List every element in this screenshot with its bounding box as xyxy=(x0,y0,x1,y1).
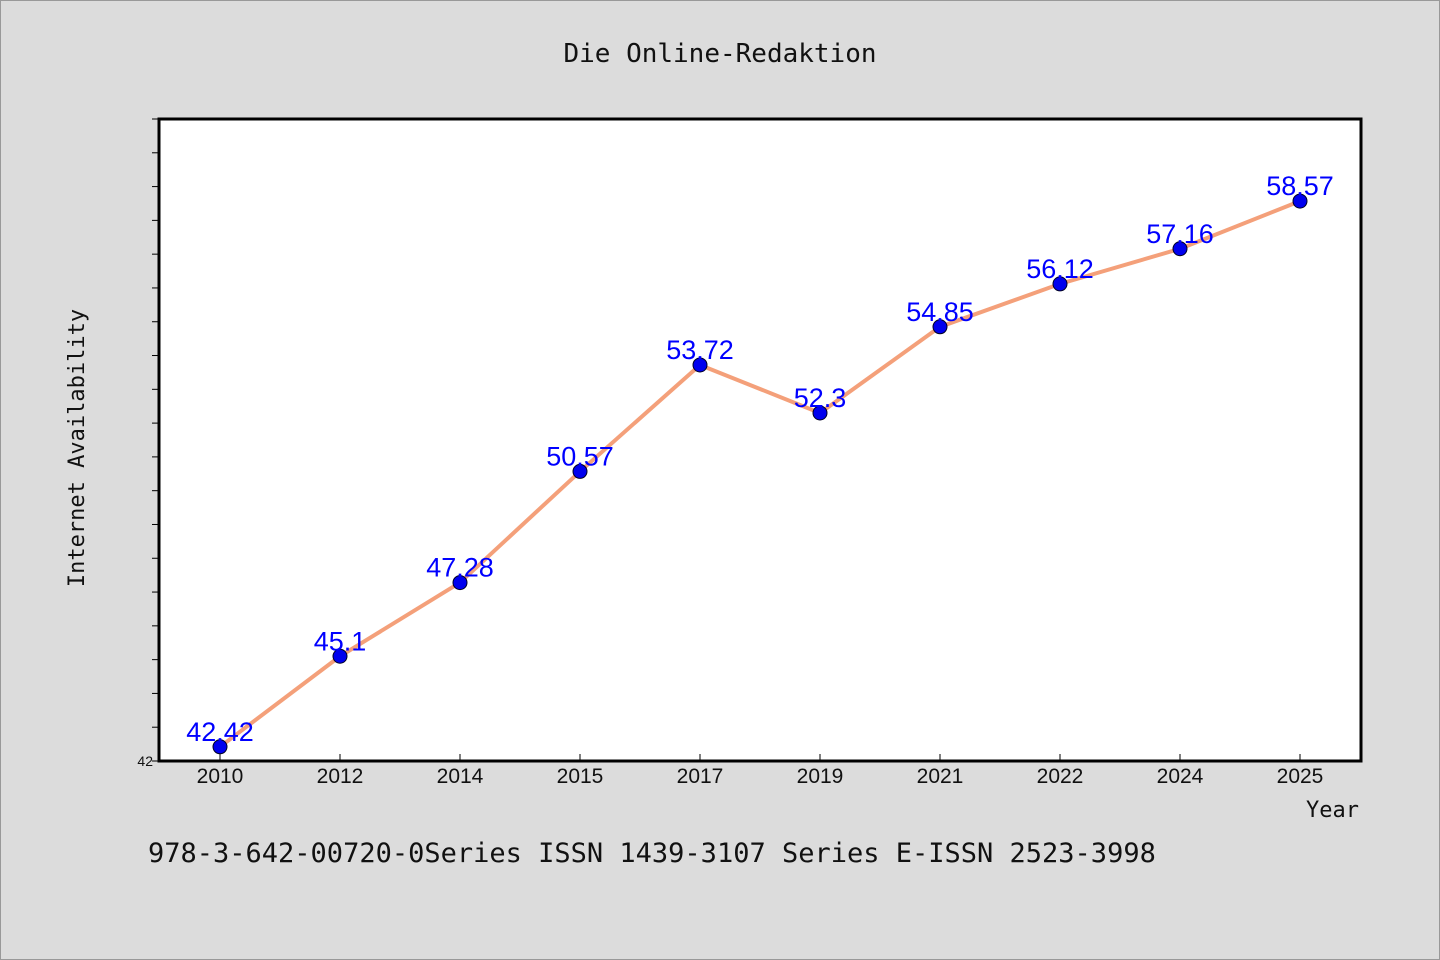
x-tick-label: 2014 xyxy=(437,765,484,788)
x-axis-tick-labels: 2010 2012 2014 2015 2017 2019 2021 2022 2024 2025 xyxy=(197,765,1324,788)
data-point xyxy=(452,575,468,591)
data-point xyxy=(212,739,228,755)
data-point xyxy=(1052,276,1068,292)
footer-text: 978-3-642-00720-0Series ISSN 1439-3107 S… xyxy=(148,838,1156,869)
x-tick-label: 2021 xyxy=(917,765,964,788)
data-point xyxy=(692,357,708,373)
x-axis-title: Year xyxy=(1306,798,1359,823)
x-tick-label: 2012 xyxy=(317,765,364,788)
y-tick-label: 42 xyxy=(137,753,153,769)
data-label: 45.1 xyxy=(314,626,367,656)
data-label: 54.85 xyxy=(906,297,974,327)
plot-area xyxy=(157,117,1363,763)
x-tick-label: 2015 xyxy=(557,765,604,788)
x-tick-label: 2024 xyxy=(1157,765,1204,788)
axis-ticks xyxy=(152,118,1301,762)
data-label: 56.12 xyxy=(1026,254,1094,284)
series-line xyxy=(218,199,1301,749)
data-point xyxy=(572,463,588,479)
data-label: 42.42 xyxy=(186,717,254,747)
y-axis-title: Internet Availability xyxy=(65,309,90,587)
series-group: 42.42 45.1 47.28 50.57 53.72 52.3 54.85 56.12 57… xyxy=(186,171,1334,755)
data-point xyxy=(1172,241,1188,257)
data-label: 47.28 xyxy=(426,553,494,583)
x-tick-label: 2022 xyxy=(1037,765,1084,788)
x-tick-label: 2010 xyxy=(197,765,244,788)
data-point xyxy=(1292,193,1308,209)
data-point xyxy=(332,648,348,664)
data-point xyxy=(812,405,828,421)
data-point xyxy=(932,319,948,335)
x-tick-label: 2017 xyxy=(677,765,724,788)
data-label: 57.16 xyxy=(1146,219,1214,249)
data-label: 50.57 xyxy=(546,441,614,471)
x-tick-label: 2025 xyxy=(1277,765,1324,788)
data-label: 52.3 xyxy=(794,383,847,413)
data-label: 58.57 xyxy=(1266,171,1334,201)
chart-title: Die Online-Redaktion xyxy=(563,39,876,69)
x-tick-label: 2019 xyxy=(797,765,844,788)
data-label: 53.72 xyxy=(666,335,734,365)
